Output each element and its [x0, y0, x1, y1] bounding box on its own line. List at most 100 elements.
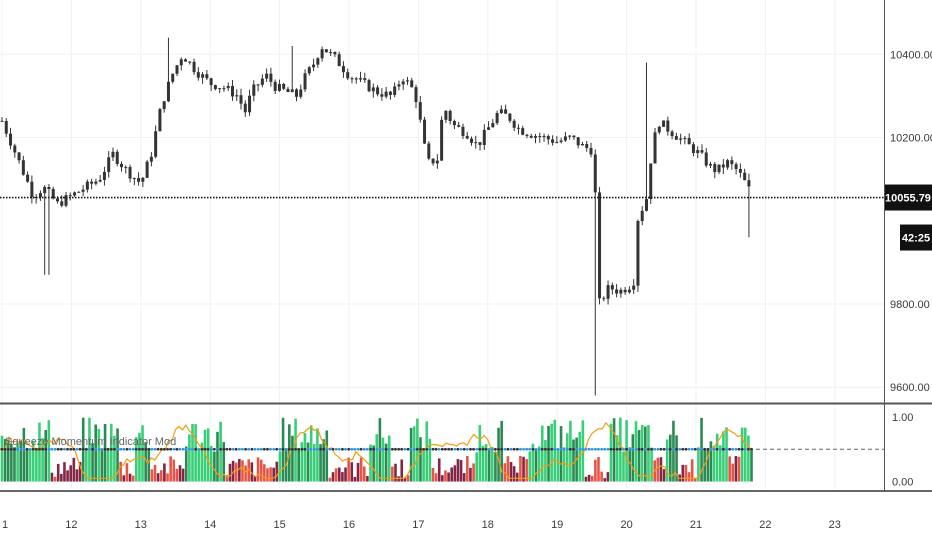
- axes[interactable]: 1 12 13 14 15 16 17 18 19 20 21 22 23 9600.00 9800.00 1…: [0, 0, 932, 531]
- candle-body: [593, 154, 597, 193]
- x-tick-label: 12: [65, 519, 77, 531]
- indicator-bar: [506, 456, 510, 482]
- indicator-bar: [41, 438, 44, 482]
- indicator-bar: [459, 460, 463, 482]
- candle-body: [717, 164, 721, 173]
- indicator-bar: [128, 473, 132, 482]
- indicator-bar: [316, 428, 319, 482]
- squeeze-dot: [241, 447, 244, 451]
- squeeze-dot: [84, 447, 88, 451]
- indicator-bar: [469, 467, 472, 482]
- candle-body: [691, 144, 695, 154]
- candle-body: [469, 138, 473, 143]
- squeeze-dot: [138, 447, 141, 451]
- candle-body: [230, 86, 234, 97]
- squeeze-dot: [175, 447, 179, 451]
- candle-body: [384, 91, 388, 97]
- indicator-bar: [175, 468, 179, 482]
- squeeze-dot: [590, 447, 594, 451]
- indicator-bar: [722, 431, 725, 482]
- indicator-bar: [587, 474, 591, 482]
- indicator-bar: [247, 459, 251, 482]
- indicator-bar: [600, 471, 603, 482]
- squeeze-dot: [72, 447, 76, 451]
- squeeze-dot: [53, 447, 57, 451]
- squeeze-dot: [568, 447, 572, 451]
- squeeze-dot: [612, 447, 616, 451]
- candle-body: [709, 164, 713, 166]
- squeeze-dot: [622, 447, 625, 451]
- candle-body: [346, 72, 350, 79]
- indicator-bar: [266, 468, 269, 482]
- x-tick-label: 15: [273, 519, 285, 531]
- candle-body: [649, 163, 653, 200]
- x-tick-label: 22: [759, 519, 771, 531]
- indicator-bar: [225, 475, 229, 482]
- candle-body: [145, 161, 149, 178]
- squeeze-dot: [359, 447, 363, 451]
- candle-body: [542, 136, 546, 138]
- indicator-bar: [706, 448, 710, 482]
- squeeze-dot: [181, 447, 185, 451]
- candle-body: [516, 127, 520, 129]
- squeeze-dot: [444, 447, 447, 451]
- candle-body: [273, 81, 277, 91]
- indicator-bar: [569, 420, 572, 482]
- indicator-bar: [509, 461, 513, 482]
- indicator-bar: [119, 461, 122, 482]
- candle-body: [354, 78, 358, 80]
- squeeze-dot: [544, 447, 547, 451]
- squeeze-dot: [478, 447, 482, 451]
- candle-body: [666, 120, 670, 132]
- candle-body: [538, 136, 542, 138]
- indicator-bar: [512, 466, 516, 482]
- indicator-bar: [72, 457, 76, 482]
- indicator-bar: [500, 420, 503, 482]
- candle-body: [51, 188, 55, 199]
- squeeze-dot: [693, 447, 697, 451]
- candle-body: [589, 147, 593, 155]
- squeeze-dot: [390, 447, 394, 451]
- indicator-bar: [747, 435, 750, 482]
- squeeze-dot: [356, 447, 360, 451]
- squeeze-dot: [325, 447, 329, 451]
- squeeze-dot: [737, 447, 741, 451]
- squeeze-dot: [381, 447, 385, 451]
- indicator-bar: [209, 445, 213, 482]
- squeeze-dot: [397, 447, 401, 451]
- indicator-bar: [313, 443, 316, 482]
- squeeze-dot: [319, 447, 322, 451]
- candle-body: [13, 145, 17, 153]
- squeeze-dot: [259, 447, 263, 451]
- squeeze-dot: [109, 447, 113, 451]
- squeeze-dot: [440, 447, 444, 451]
- candle-body: [175, 65, 179, 74]
- candle-body: [452, 121, 456, 126]
- squeeze-dot: [722, 447, 725, 451]
- squeeze-dot: [634, 447, 638, 451]
- squeeze-dot: [231, 447, 235, 451]
- squeeze-dot: [750, 447, 753, 451]
- indicator-bar: [153, 464, 157, 482]
- indicator-bar: [644, 426, 647, 482]
- candle-body: [747, 180, 751, 187]
- squeeze-dot: [437, 447, 441, 451]
- candle-body: [401, 81, 405, 85]
- indicator-bar: [194, 424, 197, 482]
- squeeze-dot: [162, 447, 166, 451]
- squeeze-dot: [244, 447, 247, 451]
- squeeze-dot: [712, 447, 716, 451]
- squeeze-dot: [269, 447, 272, 451]
- squeeze-dot: [425, 447, 429, 451]
- squeeze-dot: [9, 447, 13, 451]
- indicator-bar: [147, 448, 151, 482]
- squeeze-dot: [203, 447, 207, 451]
- x-tick-label: 21: [690, 519, 702, 531]
- indicator-bar: [63, 462, 66, 482]
- indicator-bar: [743, 427, 747, 482]
- indicator-bar: [19, 440, 23, 482]
- candle-body: [657, 126, 661, 133]
- indicator-bar: [375, 434, 379, 482]
- candle-body: [555, 141, 559, 143]
